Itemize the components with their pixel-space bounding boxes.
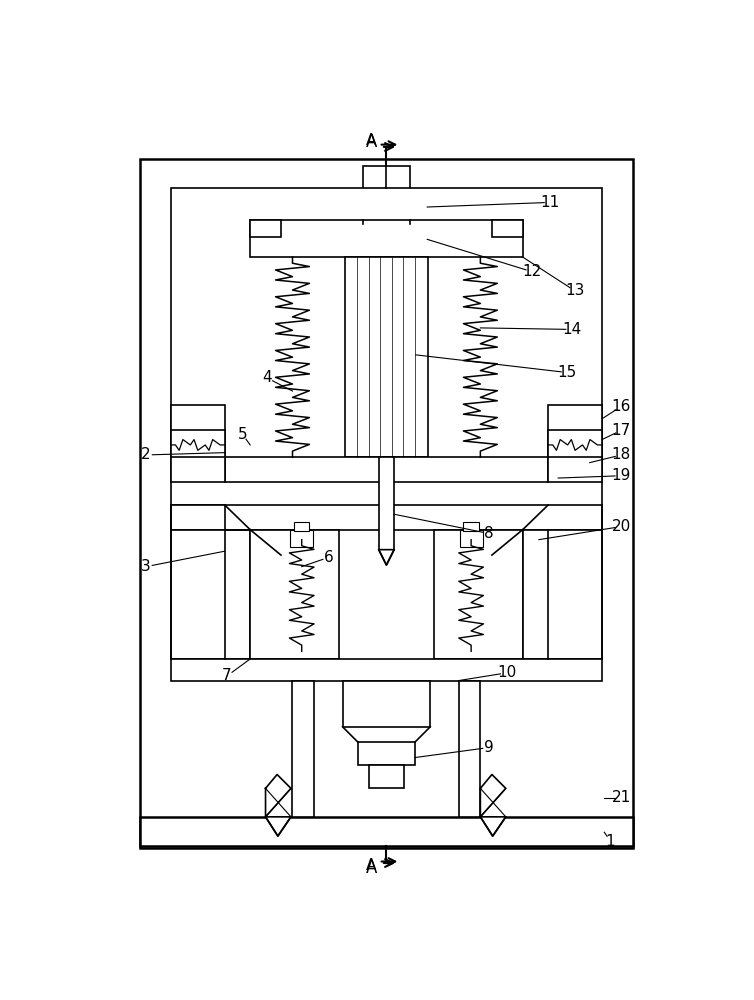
Text: 7: 7: [222, 668, 231, 683]
Text: 15: 15: [558, 365, 577, 380]
Bar: [171, 505, 602, 530]
Text: A: A: [366, 859, 378, 877]
Text: A: A: [366, 133, 376, 148]
Bar: [140, 158, 633, 848]
Text: 14: 14: [562, 322, 581, 337]
Bar: [171, 188, 602, 507]
Text: 20: 20: [611, 519, 631, 534]
Text: 1: 1: [605, 834, 615, 849]
Text: 4: 4: [262, 370, 272, 385]
Bar: [250, 220, 281, 237]
Bar: [548, 430, 602, 457]
Polygon shape: [480, 817, 506, 836]
Text: 13: 13: [566, 283, 585, 298]
Text: 19: 19: [611, 468, 631, 483]
Text: 2: 2: [141, 447, 151, 462]
Text: A: A: [366, 133, 378, 151]
Bar: [363, 166, 409, 224]
Bar: [250, 220, 523, 257]
Bar: [523, 530, 602, 659]
Text: 12: 12: [523, 264, 541, 279]
Text: 21: 21: [611, 790, 631, 805]
Text: 6: 6: [323, 550, 333, 565]
Bar: [379, 457, 394, 550]
Bar: [492, 220, 523, 237]
Bar: [171, 405, 225, 482]
Bar: [140, 817, 633, 846]
Bar: [294, 522, 309, 531]
Text: 10: 10: [497, 665, 516, 680]
Bar: [342, 681, 431, 727]
Bar: [171, 430, 225, 457]
Bar: [358, 742, 415, 765]
Text: 18: 18: [611, 447, 631, 462]
Bar: [548, 405, 602, 482]
Bar: [464, 522, 479, 531]
Text: A: A: [366, 858, 376, 873]
Text: 8: 8: [484, 526, 494, 541]
Text: 5: 5: [238, 427, 247, 442]
Bar: [369, 765, 404, 788]
Bar: [293, 681, 314, 817]
Bar: [434, 530, 523, 659]
Bar: [225, 457, 548, 482]
Text: 3: 3: [141, 559, 151, 574]
Bar: [290, 530, 313, 547]
Bar: [460, 530, 483, 547]
Bar: [171, 530, 250, 659]
Bar: [345, 257, 428, 457]
Text: 9: 9: [484, 740, 494, 755]
Bar: [250, 530, 339, 659]
Bar: [171, 659, 602, 681]
Text: 16: 16: [611, 399, 631, 414]
Text: 17: 17: [611, 423, 631, 438]
Text: 11: 11: [541, 195, 560, 210]
Polygon shape: [379, 550, 394, 565]
Polygon shape: [171, 505, 225, 530]
Polygon shape: [265, 817, 291, 836]
Bar: [458, 681, 480, 817]
